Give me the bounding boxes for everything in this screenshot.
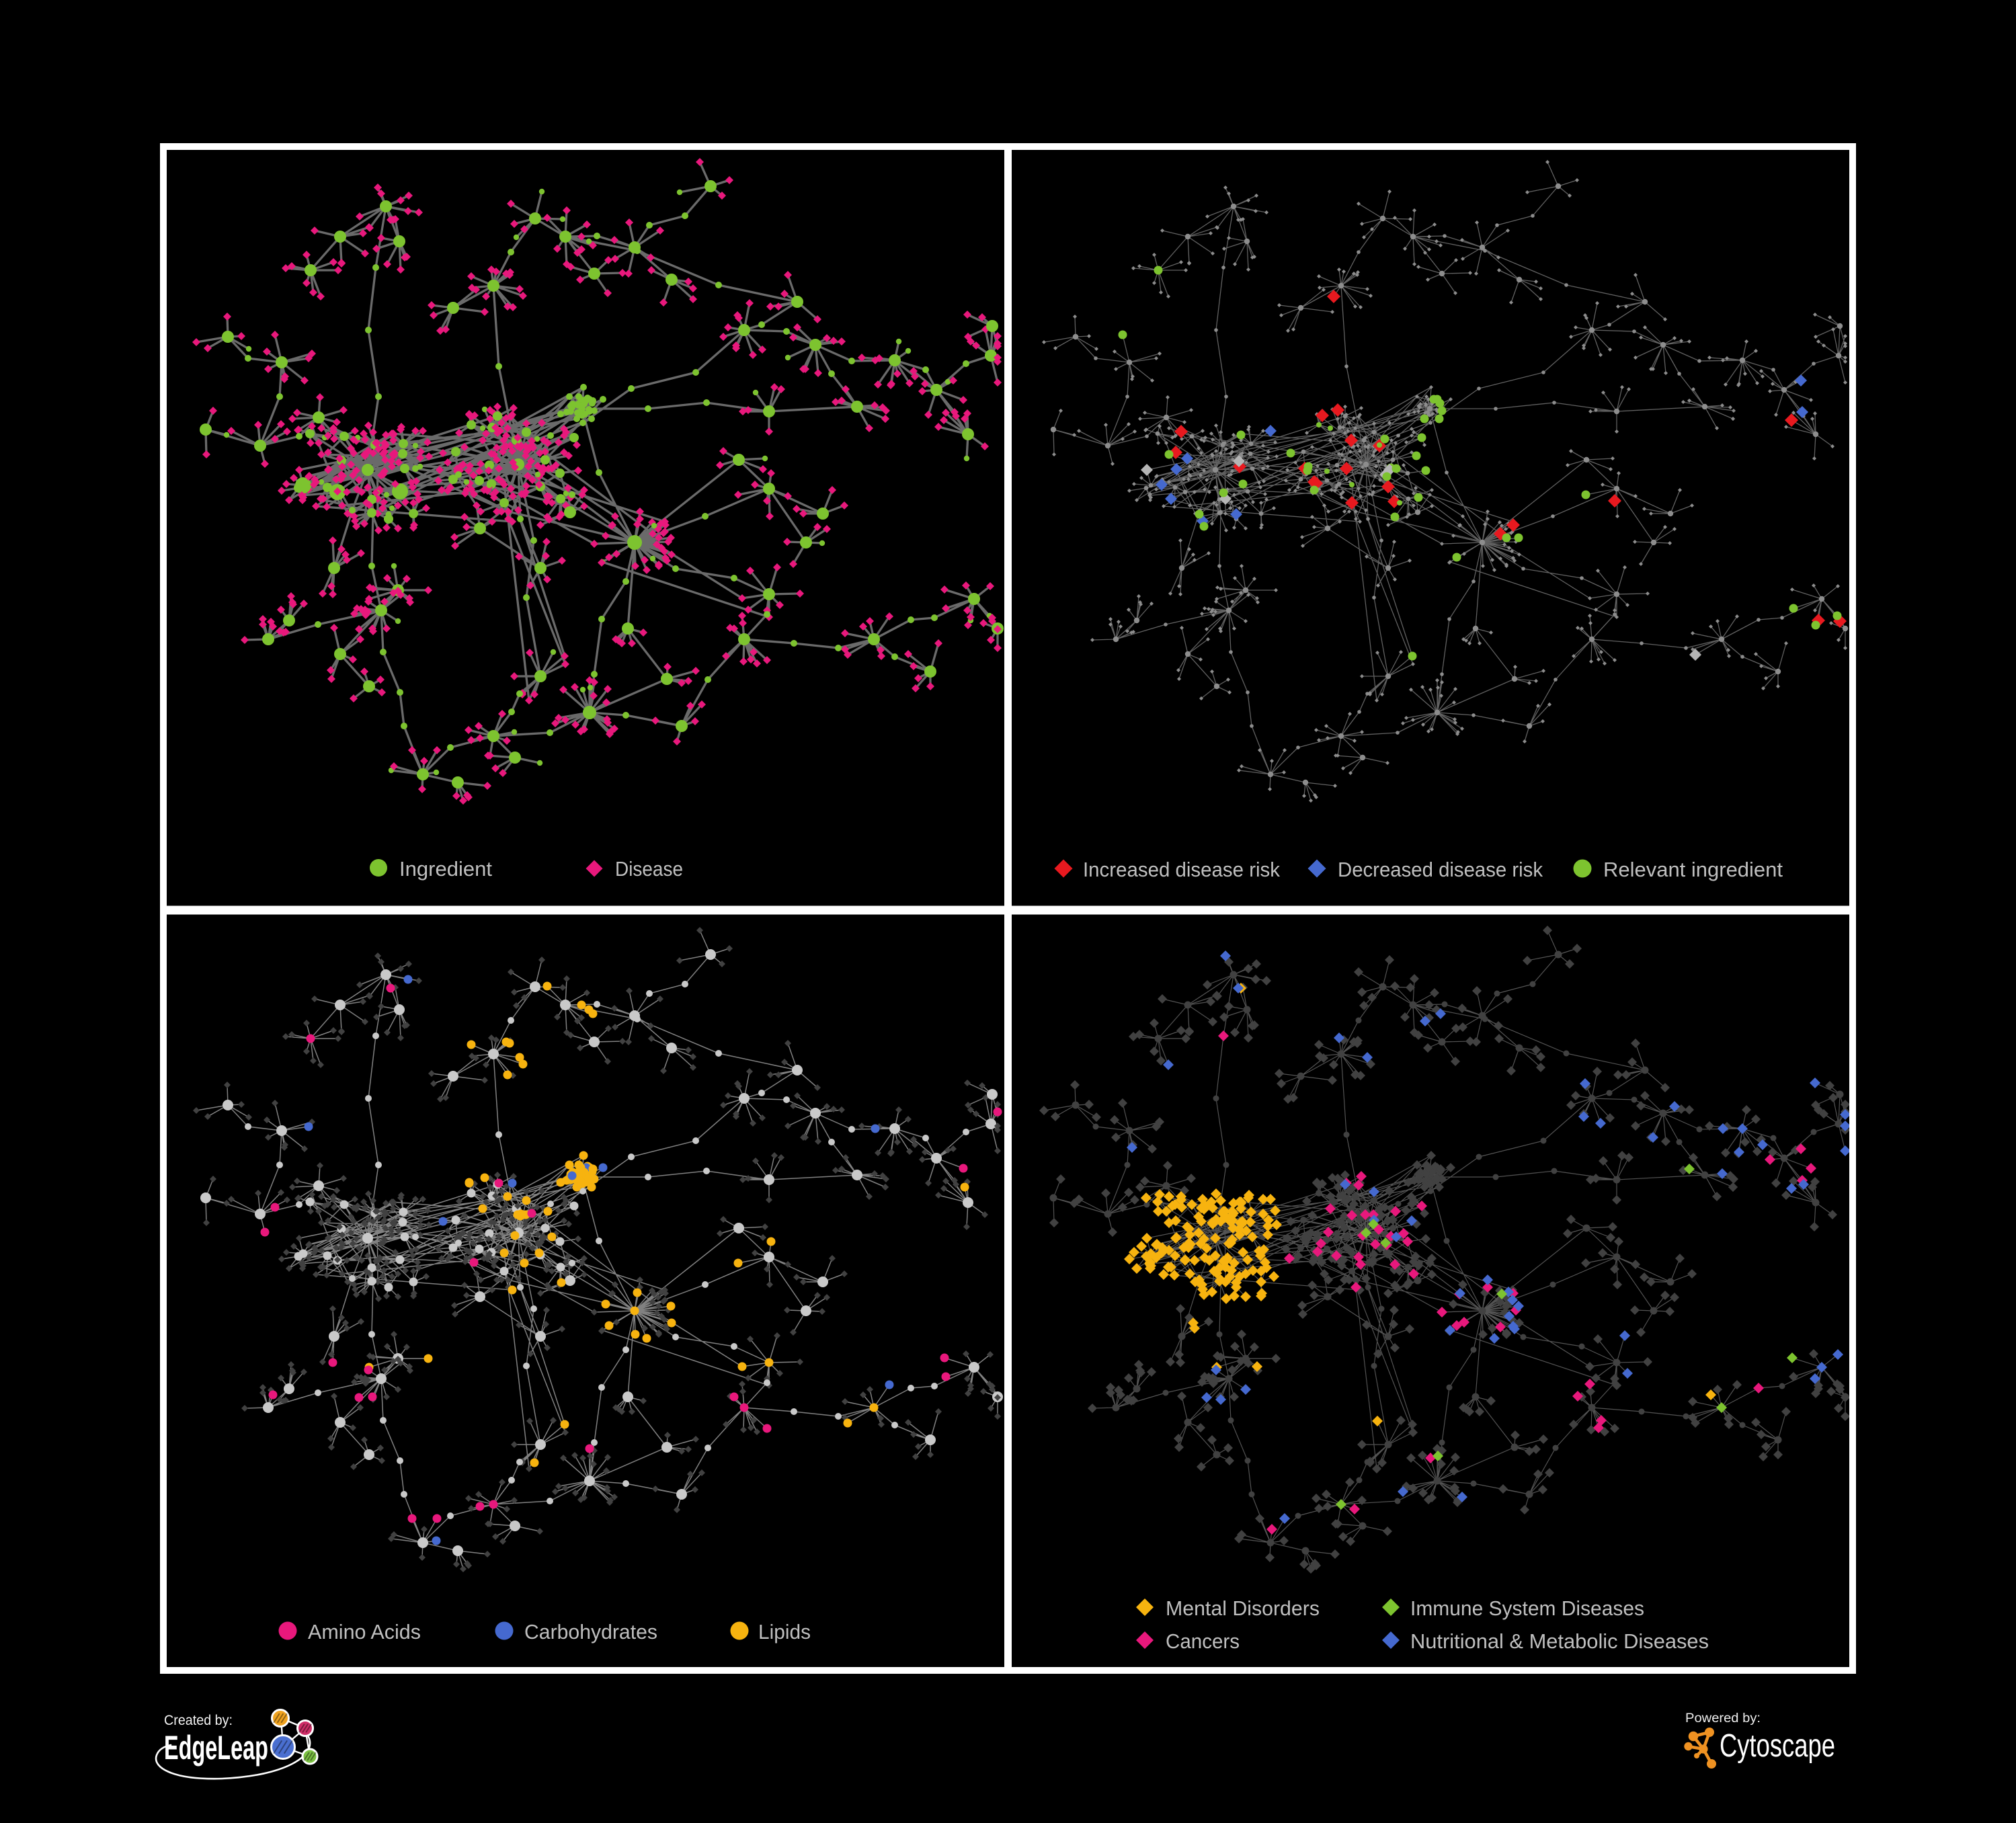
svg-text:Created by:: Created by:	[164, 1713, 233, 1728]
svg-text:EdgeLeap: EdgeLeap	[164, 1729, 268, 1767]
svg-text:Nutritional & Metabolic Diseas: Nutritional & Metabolic Diseases	[1410, 1629, 1709, 1653]
svg-text:Lipids: Lipids	[758, 1620, 811, 1644]
svg-text:Immune System Diseases: Immune System Diseases	[1410, 1596, 1644, 1620]
svg-text:Ingredient: Ingredient	[399, 857, 492, 881]
svg-text:Decreased disease risk: Decreased disease risk	[1338, 858, 1543, 881]
svg-text:Cancers: Cancers	[1166, 1629, 1240, 1653]
svg-text:Disease: Disease	[615, 857, 683, 881]
svg-text:Powered by:: Powered by:	[1685, 1711, 1761, 1726]
svg-text:Carbohydrates: Carbohydrates	[524, 1620, 657, 1644]
svg-text:Relevant ingredient: Relevant ingredient	[1603, 858, 1783, 881]
svg-text:Cytoscape: Cytoscape	[1720, 1728, 1835, 1764]
svg-text:Mental Disorders: Mental Disorders	[1166, 1596, 1320, 1620]
svg-text:Increased disease risk: Increased disease risk	[1083, 858, 1280, 881]
svg-text:Amino Acids: Amino Acids	[308, 1620, 421, 1644]
